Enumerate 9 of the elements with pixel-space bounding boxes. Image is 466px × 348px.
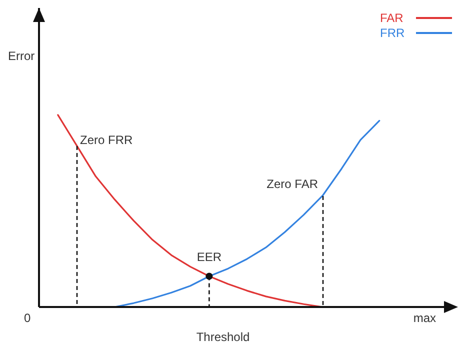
annotation: Zero FRR — [80, 133, 133, 147]
annotation: EER — [196, 250, 222, 264]
text: max — [413, 311, 436, 325]
legend-label: FRR — [380, 26, 406, 40]
y-axis-title: Error — [8, 49, 35, 63]
x-axis-title: Threshold — [196, 330, 250, 344]
annotation: Zero FAR — [266, 177, 318, 191]
text: 0 — [24, 311, 31, 325]
legend-label: FAR — [380, 10, 404, 24]
